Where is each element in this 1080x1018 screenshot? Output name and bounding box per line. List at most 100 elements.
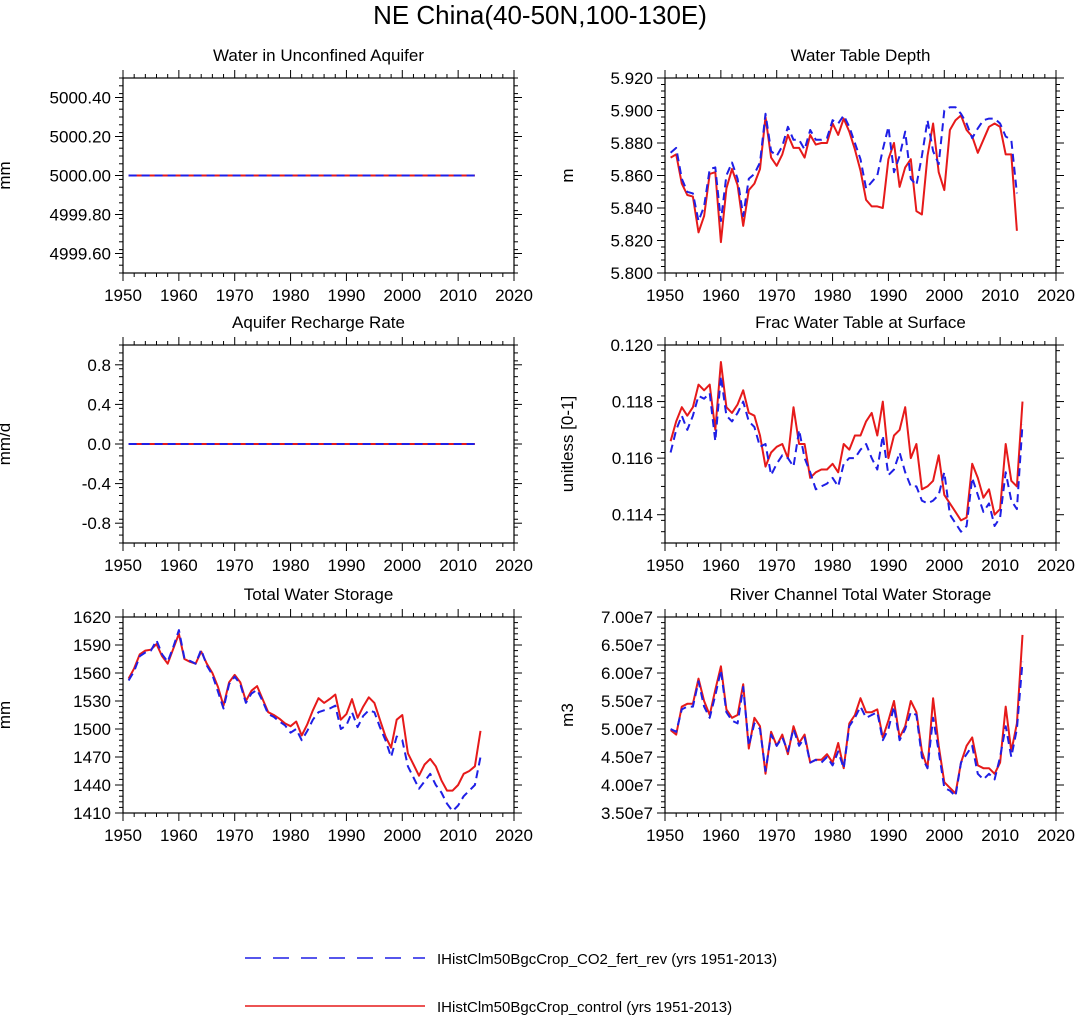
x-tick-label: 2000 bbox=[925, 286, 963, 305]
x-tick-label: 2000 bbox=[925, 826, 963, 845]
y-tick-label: 1500 bbox=[73, 720, 111, 739]
y-tick-label: 5.900 bbox=[610, 102, 653, 121]
y-tick-label: 6.50e7 bbox=[601, 636, 653, 655]
x-tick-label: 1970 bbox=[758, 556, 796, 575]
x-tick-label: 2010 bbox=[439, 286, 477, 305]
x-tick-label: 1980 bbox=[814, 556, 852, 575]
series-line-co2-fert-rev bbox=[669, 106, 1018, 222]
y-axis-label: mm bbox=[0, 161, 14, 189]
plot-frame bbox=[664, 344, 1057, 544]
x-tick-label: 2010 bbox=[981, 286, 1019, 305]
y-tick-label: 5.840 bbox=[610, 199, 653, 218]
y-tick-label: 3.50e7 bbox=[601, 804, 653, 823]
x-tick-label: 1980 bbox=[272, 556, 310, 575]
y-tick-label: 5.800 bbox=[610, 264, 653, 283]
x-tick-label: 1990 bbox=[870, 556, 908, 575]
legend-label: IHistClm50BgcCrop_CO2_fert_rev (yrs 1951… bbox=[437, 951, 777, 968]
x-tick-label: 2010 bbox=[981, 556, 1019, 575]
x-tick-label: 2010 bbox=[981, 826, 1019, 845]
y-tick-label: 4.50e7 bbox=[601, 748, 653, 767]
y-axis-label: m bbox=[558, 168, 577, 182]
x-tick-label: 1980 bbox=[272, 286, 310, 305]
series-line-co2-fert-rev bbox=[127, 629, 482, 813]
panels: Water in Unconfined Aquifer mm 1950 1960 197… bbox=[0, 46, 1075, 845]
x-tick-label: 1990 bbox=[870, 826, 908, 845]
y-tick-label: 5.920 bbox=[610, 69, 653, 88]
panel-title: Water in Unconfined Aquifer bbox=[213, 46, 424, 65]
series-line-co2-fert-rev bbox=[669, 375, 1024, 533]
x-tick-label: 1960 bbox=[702, 286, 740, 305]
plot-frame bbox=[122, 344, 515, 544]
chart-panel-1: Water in Unconfined Aquifer mm 1950 1960 197… bbox=[0, 46, 533, 305]
legend-label: IHistClm50BgcCrop_control (yrs 1951-2013… bbox=[437, 999, 732, 1016]
x-tick-label: 1970 bbox=[216, 286, 254, 305]
panel-title: Total Water Storage bbox=[244, 585, 394, 604]
x-tick-label: 1950 bbox=[646, 556, 684, 575]
y-tick-label: 0.4 bbox=[87, 395, 111, 414]
x-tick-label: 2010 bbox=[439, 556, 477, 575]
y-axis-label: unitless [0-1] bbox=[558, 396, 577, 492]
y-tick-label: 0.120 bbox=[610, 336, 653, 355]
y-tick-label: 5.820 bbox=[610, 232, 653, 251]
y-tick-label: 0.118 bbox=[612, 393, 653, 412]
y-tick-label: 7.00e7 bbox=[601, 608, 653, 627]
x-tick-label: 1960 bbox=[160, 286, 198, 305]
x-tick-label: 2000 bbox=[383, 286, 421, 305]
x-tick-label: 1950 bbox=[104, 556, 142, 575]
x-tick-label: 2020 bbox=[1037, 556, 1075, 575]
plot-frame bbox=[664, 616, 1057, 814]
chart-panel-4: Frac Water Table at Surface unitless [0-1… bbox=[558, 313, 1075, 575]
x-tick-label: 2000 bbox=[925, 556, 963, 575]
y-tick-label: 5.880 bbox=[610, 134, 653, 153]
chart-panel-3: Aquifer Recharge Rate mm/d 1950 1960 1970 198… bbox=[0, 313, 533, 575]
y-tick-label: 1440 bbox=[73, 776, 111, 795]
x-tick-label: 1960 bbox=[702, 826, 740, 845]
series-line-co2-fert-rev bbox=[670, 661, 1024, 798]
x-tick-label: 1990 bbox=[328, 556, 366, 575]
chart-panel-6: River Channel Total Water Storage m3 1950 1… bbox=[558, 585, 1075, 845]
x-tick-label: 1970 bbox=[758, 826, 796, 845]
y-tick-label: -0.8 bbox=[82, 514, 111, 533]
panel-title: Frac Water Table at Surface bbox=[755, 313, 966, 332]
series-line-control bbox=[669, 634, 1024, 795]
y-tick-label: 1410 bbox=[73, 804, 111, 823]
y-tick-label: 4.00e7 bbox=[601, 776, 653, 795]
chart-panel-2: Water Table Depth m 1950 1960 1970 1980 1990 20… bbox=[558, 46, 1075, 305]
y-tick-label: 0.116 bbox=[612, 449, 653, 468]
y-tick-label: 1590 bbox=[73, 636, 111, 655]
x-tick-label: 1990 bbox=[870, 286, 908, 305]
x-tick-label: 1950 bbox=[646, 286, 684, 305]
x-tick-label: 1990 bbox=[328, 826, 366, 845]
x-tick-label: 1960 bbox=[160, 826, 198, 845]
plot-frame bbox=[664, 77, 1057, 274]
x-tick-label: 1960 bbox=[160, 556, 198, 575]
y-tick-label: 4999.80 bbox=[50, 206, 111, 225]
x-tick-label: 2020 bbox=[495, 826, 533, 845]
x-tick-label: 2020 bbox=[495, 286, 533, 305]
y-tick-label: 0.8 bbox=[87, 356, 111, 375]
y-tick-label: 0.0 bbox=[87, 435, 111, 454]
y-tick-label: 4999.60 bbox=[50, 245, 111, 264]
x-tick-label: 1950 bbox=[104, 286, 142, 305]
y-axis-label: m3 bbox=[558, 703, 577, 727]
y-tick-label: 5000.00 bbox=[50, 167, 111, 186]
x-tick-label: 2020 bbox=[1037, 826, 1075, 845]
series-line-control bbox=[127, 632, 482, 792]
x-tick-label: 1990 bbox=[328, 286, 366, 305]
x-tick-label: 1970 bbox=[758, 286, 796, 305]
y-tick-label: 1530 bbox=[73, 692, 111, 711]
x-tick-label: 1980 bbox=[272, 826, 310, 845]
y-tick-label: 1560 bbox=[73, 664, 111, 683]
panel-title: Water Table Depth bbox=[791, 46, 931, 65]
chart-panel-5: Total Water Storage mm 1950 1960 1970 1980 199… bbox=[0, 585, 533, 845]
series-line-control bbox=[670, 114, 1018, 244]
legend: IHistClm50BgcCrop_CO2_fert_rev (yrs 1951… bbox=[245, 951, 777, 1016]
x-tick-label: 1970 bbox=[216, 556, 254, 575]
x-tick-label: 1950 bbox=[646, 826, 684, 845]
x-tick-label: 2000 bbox=[383, 826, 421, 845]
x-tick-label: 2000 bbox=[383, 556, 421, 575]
y-axis-label: mm bbox=[0, 701, 14, 729]
plot-frame bbox=[122, 616, 515, 814]
x-tick-label: 1960 bbox=[702, 556, 740, 575]
